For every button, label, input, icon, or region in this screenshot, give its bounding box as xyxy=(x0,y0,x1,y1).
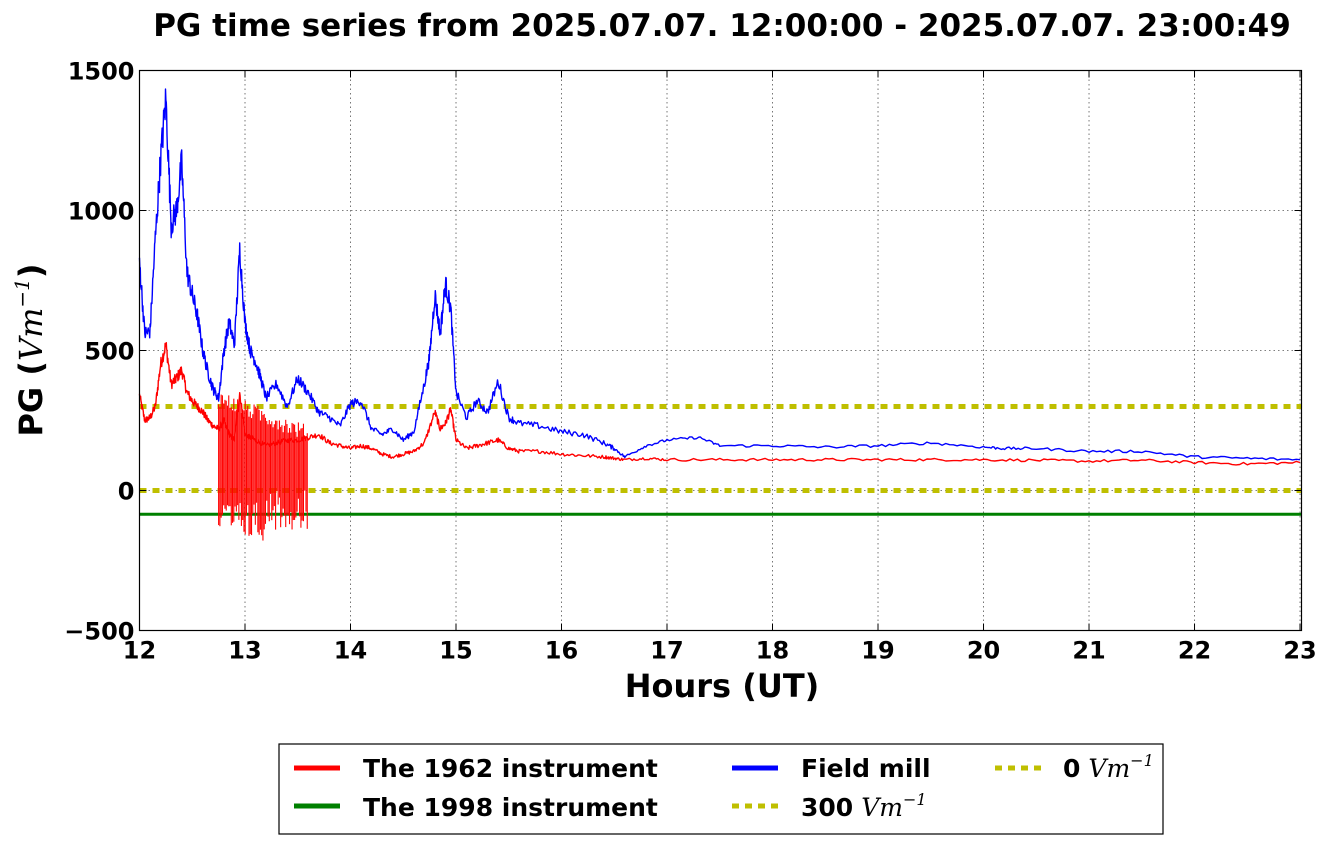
x-tick-label-23: 23 xyxy=(1283,637,1316,665)
y-tick-label-1: 0 xyxy=(118,478,135,506)
series-line-the-1962-instrument xyxy=(138,342,1301,466)
chart-title: PG time series from 2025.07.07. 12:00:00… xyxy=(153,8,1291,44)
y-axis-title-exponent: −1 xyxy=(10,278,34,307)
legend-300-exponent: −1 xyxy=(903,790,927,809)
x-tick-label-22: 22 xyxy=(1178,637,1211,665)
legend-label-1998-instrument: The 1998 instrument xyxy=(363,793,658,822)
x-tick-label-16: 16 xyxy=(545,637,578,665)
y-tick-label-3: 1000 xyxy=(68,198,135,226)
y-axis-title-suffix: ) xyxy=(12,263,50,278)
axis-ticks: 12 13 14 15 16 17 18 19 20 21 22 23 −500 0 500 1000 1500 xyxy=(64,58,1316,665)
x-tick-label-20: 20 xyxy=(967,637,1000,665)
series-1962-instrument-spikes xyxy=(218,394,308,541)
series-line-field-mill xyxy=(138,88,1301,461)
x-tick-label-19: 19 xyxy=(861,637,894,665)
legend-label-field-mill: Field mill xyxy=(801,754,931,783)
x-tick-label-14: 14 xyxy=(334,637,367,665)
legend-0-unit: Vm xyxy=(1088,754,1130,783)
y-axis-title-prefix: PG ( xyxy=(12,361,50,436)
series-layer xyxy=(138,88,1302,541)
legend-300-unit: Vm xyxy=(861,793,903,822)
legend-label-0-line: 0 Vm−1 xyxy=(1063,751,1154,783)
x-tick-label-17: 17 xyxy=(650,637,683,665)
grid-lines xyxy=(139,70,1302,631)
legend: The 1962 instrument The 1998 instrument … xyxy=(278,743,1164,835)
y-tick-label-2: 500 xyxy=(84,338,134,366)
x-axis-title: Hours (UT) xyxy=(625,667,820,705)
x-tick-label-13: 13 xyxy=(228,637,261,665)
legend-label-1962-instrument: The 1962 instrument xyxy=(363,754,658,783)
x-tick-label-12: 12 xyxy=(123,637,156,665)
y-tick-label-0: −500 xyxy=(64,618,134,646)
legend-label-300-line: 300 Vm−1 xyxy=(801,790,927,822)
y-axis-title-unit: Vm xyxy=(12,308,50,361)
legend-0-exponent: −1 xyxy=(1130,751,1154,770)
x-tick-label-21: 21 xyxy=(1072,637,1105,665)
y-tick-label-4: 1500 xyxy=(68,58,135,86)
x-tick-label-15: 15 xyxy=(439,637,472,665)
legend-300-value: 300 xyxy=(801,793,853,822)
x-tick-label-18: 18 xyxy=(756,637,789,665)
legend-0-value: 0 xyxy=(1063,754,1080,783)
y-axis-title: PG (Vm−1) xyxy=(10,263,50,436)
legend-box xyxy=(278,743,1164,835)
